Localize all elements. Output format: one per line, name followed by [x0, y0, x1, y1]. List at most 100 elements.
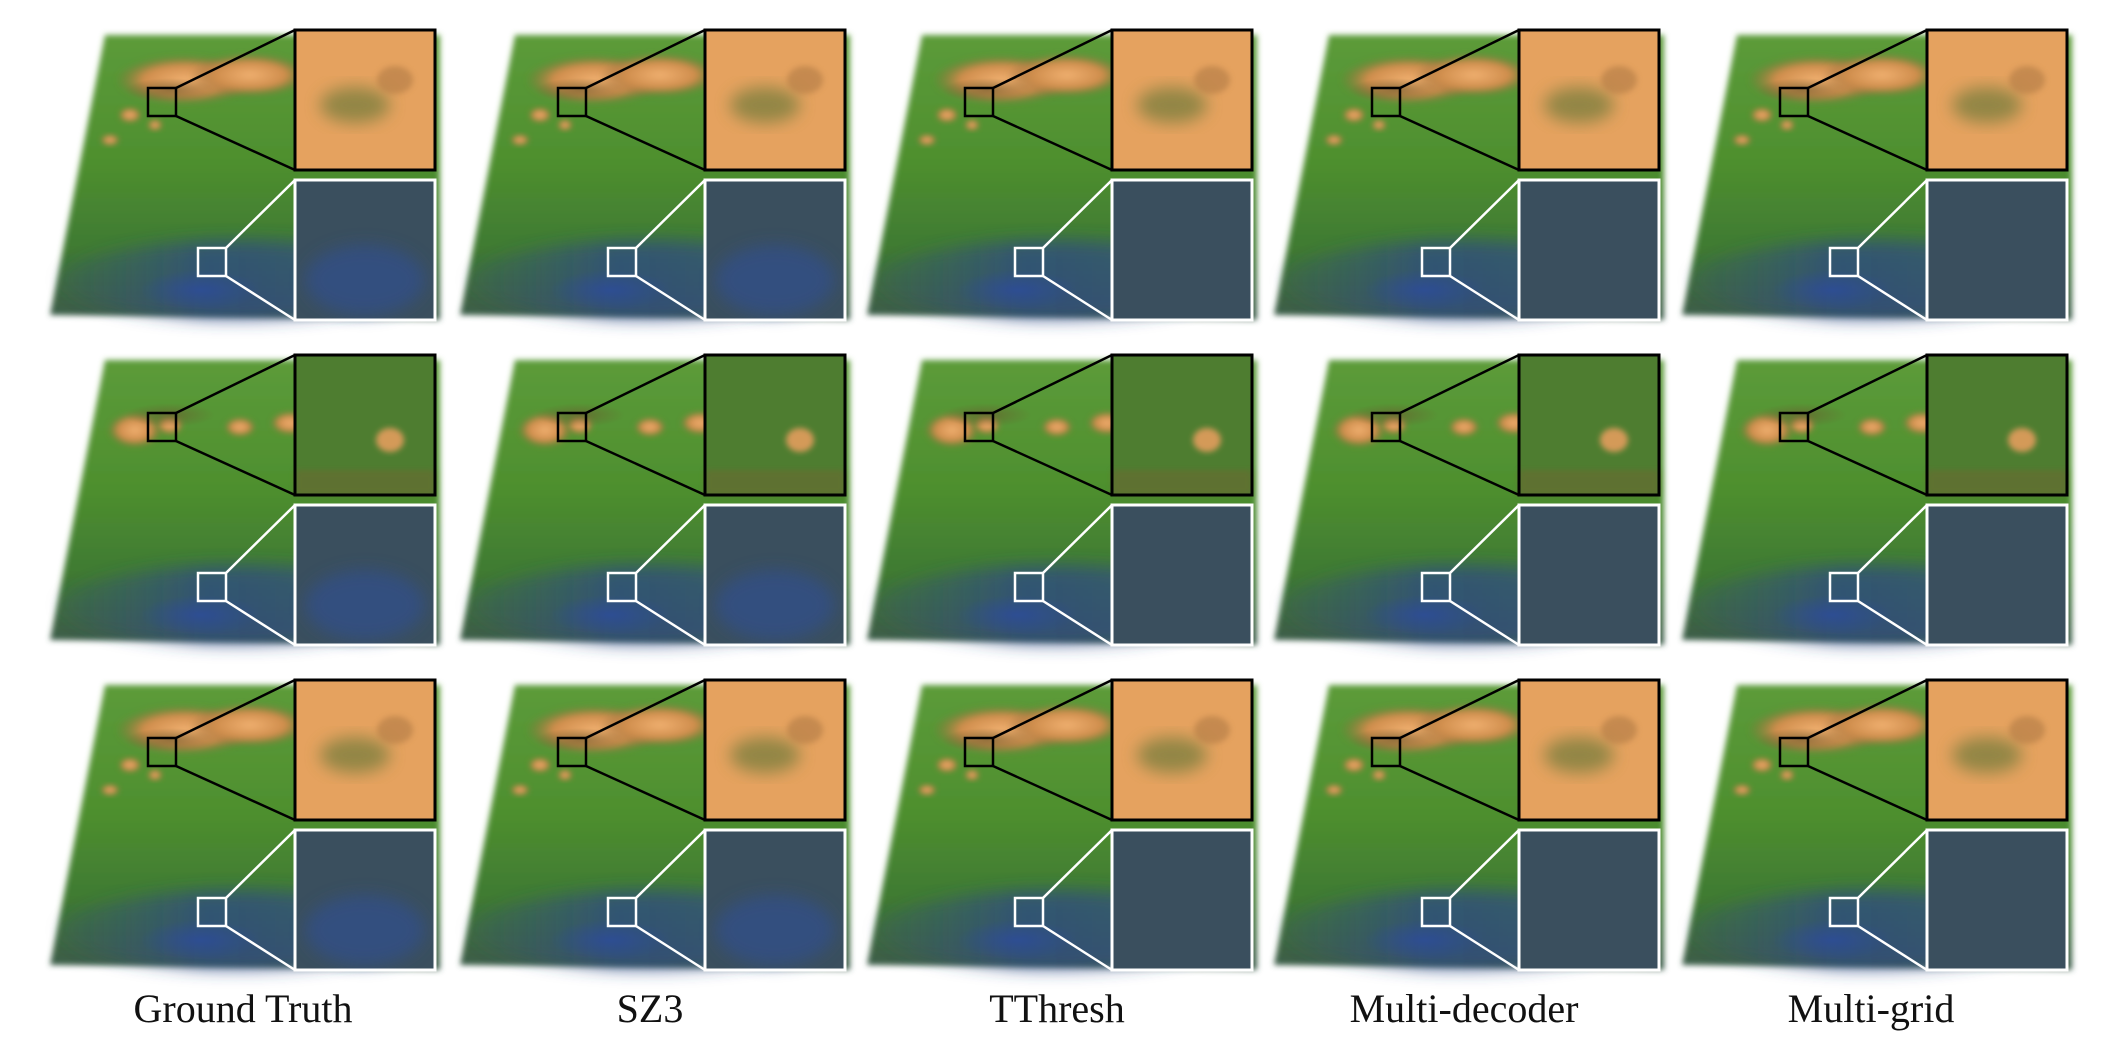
- zoom-feature-dark: [1137, 737, 1207, 773]
- zoom-inset-top: [1517, 353, 1661, 497]
- zoom-inset-bottom: [1925, 178, 2069, 322]
- zoom-frame-top: [1110, 28, 1254, 172]
- zoom-frame-bottom: [1517, 828, 1661, 972]
- roi-box-bottom: [1828, 571, 1860, 603]
- zoom-connector-top: [175, 678, 296, 740]
- orange-feature: [1414, 53, 1534, 97]
- panel-multi-decoder-row-1: [1274, 28, 1664, 322]
- zoom-inset-bottom: [1925, 503, 2069, 647]
- orange-feature: [1007, 703, 1127, 747]
- orange-feature: [510, 784, 530, 796]
- orange-feature: [1414, 703, 1534, 747]
- zoom-connector-top: [1807, 678, 1928, 740]
- orange-feature: [557, 119, 573, 131]
- panel-sz3-row-3: [460, 678, 850, 972]
- zoom-connector-bottom: [635, 829, 706, 899]
- zoom-frame-top: [703, 28, 847, 172]
- dark-feature: [535, 403, 625, 427]
- panel-sz3-row-2: [460, 353, 850, 647]
- zoom-inset-bottom: [293, 178, 437, 322]
- column-label-sz3: SZ3: [616, 986, 684, 1031]
- zoom-connector-top: [992, 439, 1113, 497]
- zoom-blue-texture: [305, 245, 425, 315]
- orange-feature: [1007, 53, 1127, 97]
- zoom-connector-bottom: [1449, 179, 1520, 249]
- zoom-feature-dark: [1137, 87, 1207, 123]
- dark-feature: [535, 78, 625, 102]
- orange-feature: [935, 107, 959, 123]
- orange-feature: [510, 134, 530, 146]
- zoom-connector-bottom: [1042, 274, 1113, 322]
- zoom-connector-top: [1399, 114, 1520, 172]
- zoom-connector-top: [585, 678, 706, 740]
- zoom-feature-spot: [786, 428, 814, 452]
- orange-feature: [1732, 784, 1752, 796]
- zoom-connector-top: [992, 764, 1113, 822]
- zoom-feature-dark: [730, 87, 800, 123]
- panel-tthresh-row-2: [867, 353, 1257, 647]
- zoom-connector-bottom: [1042, 179, 1113, 249]
- zoom-connector-top: [992, 28, 1113, 90]
- roi-box-top: [556, 86, 588, 118]
- column-label-multi-grid: Multi-grid: [1787, 986, 1955, 1031]
- zoom-feature-spot: [1600, 428, 1628, 452]
- roi-box-bottom: [606, 571, 638, 603]
- zoom-frame-top: [293, 353, 437, 497]
- roi-box-bottom: [196, 896, 228, 928]
- roi-box-top: [1370, 411, 1402, 443]
- roi-box-bottom: [1013, 896, 1045, 928]
- zoom-frame-top: [1925, 28, 2069, 172]
- zoom-connector-bottom: [1042, 829, 1113, 899]
- zoom-inset-top: [703, 353, 847, 497]
- zoom-frame-bottom: [703, 503, 847, 647]
- zoom-connector-top: [585, 114, 706, 172]
- zoom-connector-bottom: [225, 179, 296, 249]
- orange-feature: [1342, 757, 1366, 773]
- zoom-inset-bottom: [1110, 503, 1254, 647]
- zoom-frame-top: [293, 678, 437, 822]
- zoom-connector-top: [175, 439, 296, 497]
- orange-feature: [100, 784, 120, 796]
- zoom-connector-top: [1807, 114, 1928, 172]
- zoom-connector-bottom: [635, 504, 706, 574]
- zoom-connector-top: [1807, 353, 1928, 415]
- zoom-feature-dark: [1544, 87, 1614, 123]
- zoom-connector-bottom: [225, 599, 296, 647]
- zoom-inset-bottom: [703, 503, 847, 647]
- zoom-frame-bottom: [293, 178, 437, 322]
- dark-feature: [1349, 728, 1439, 752]
- roi-box-top: [146, 736, 178, 768]
- zoom-connector-top: [992, 353, 1113, 415]
- zoom-feature-spot: [1193, 428, 1221, 452]
- orange-feature: [118, 107, 142, 123]
- orange-feature: [1732, 134, 1752, 146]
- roi-box-top: [963, 736, 995, 768]
- zoom-connector-top: [175, 114, 296, 172]
- roi-box-bottom: [606, 896, 638, 928]
- zoom-blue-texture: [715, 895, 835, 965]
- zoom-inset-top: [1925, 678, 2069, 822]
- orange-feature: [935, 757, 959, 773]
- zoom-connector-bottom: [1857, 829, 1928, 899]
- dark-feature: [1349, 78, 1439, 102]
- orange-feature: [1750, 107, 1774, 123]
- zoom-blue-texture: [305, 570, 425, 640]
- zoom-frame-top: [1517, 678, 1661, 822]
- orange-feature: [1750, 757, 1774, 773]
- zoom-inset-top: [1925, 353, 2069, 497]
- zoom-connector-bottom: [225, 829, 296, 899]
- roi-box-bottom: [1420, 571, 1452, 603]
- zoom-connector-bottom: [1857, 599, 1928, 647]
- roi-box-bottom: [1013, 246, 1045, 278]
- orange-feature: [917, 784, 937, 796]
- column-label-tthresh: TThresh: [989, 986, 1125, 1031]
- dark-feature: [1757, 403, 1847, 427]
- zoom-connector-top: [1807, 764, 1928, 822]
- zoom-connector-top: [585, 353, 706, 415]
- dark-feature: [942, 403, 1032, 427]
- zoom-inset-top: [1517, 28, 1661, 172]
- zoom-inset-top: [293, 678, 437, 822]
- zoom-inset-bottom: [293, 828, 437, 972]
- orange-feature: [917, 134, 937, 146]
